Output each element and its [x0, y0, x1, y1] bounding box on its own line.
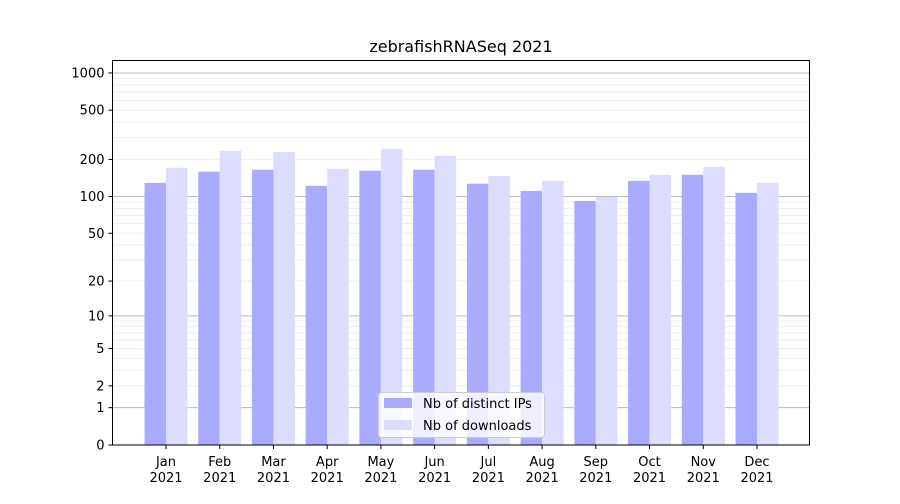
x-tick-label: Jun 2021: [418, 455, 451, 486]
bar-distinct-ips: [681, 174, 704, 445]
bar-downloads: [327, 168, 349, 445]
x-tick-label: Nov 2021: [687, 455, 720, 486]
plot-frame: [112, 60, 810, 446]
bar-distinct-ips: [144, 182, 166, 445]
bar-distinct-ips: [251, 169, 274, 445]
bar-distinct-ips: [305, 185, 328, 446]
legend-swatch: [384, 398, 412, 408]
bar-downloads: [595, 197, 618, 445]
y-tick-label: 0: [96, 439, 104, 454]
bar-distinct-ips: [574, 200, 596, 445]
bar-downloads: [488, 175, 510, 445]
bars: [144, 148, 779, 446]
y-tick-label: 20: [88, 275, 105, 290]
bar-downloads: [757, 182, 779, 445]
x-tick-label: Sep 2021: [579, 455, 612, 486]
y-tick-label: 200: [80, 153, 105, 168]
chart-title: zebrafishRNASeq 2021: [369, 37, 552, 56]
bar-downloads: [166, 167, 188, 445]
x-tick-label: Feb 2021: [203, 455, 236, 486]
bar-downloads: [380, 148, 403, 445]
x-tick-label: Apr 2021: [311, 455, 344, 486]
y-tick-label: 2: [96, 379, 104, 394]
y-tick-label: 500: [80, 104, 105, 119]
x-tick-label: Oct 2021: [633, 455, 666, 486]
bar-distinct-ips: [198, 171, 220, 445]
bar-distinct-ips: [520, 190, 543, 445]
x-tick-label: Jul 2021: [472, 455, 505, 486]
legend-box: [378, 392, 545, 438]
bar-downloads: [219, 150, 242, 445]
legend: Nb of distinct IPs Nb of downloads: [378, 392, 545, 438]
x-axis: Jan 2021 Feb 2021 Mar 2021 Apr 2021 May 2021 Jun 20…: [149, 445, 774, 486]
y-axis: 0 1 2 5 10 20 50 100 200 500 1000: [71, 66, 113, 454]
bar-downloads: [649, 174, 672, 445]
bar-downloads: [273, 151, 295, 445]
bar-distinct-ips: [413, 169, 435, 445]
x-tick-label: May 2021: [364, 455, 397, 486]
legend-swatch: [384, 420, 412, 430]
x-tick-label: Jan 2021: [149, 455, 182, 486]
y-tick-label: 1000: [71, 66, 104, 81]
y-tick-label: 50: [88, 227, 105, 242]
bar-distinct-ips: [735, 192, 757, 445]
x-tick-label: Dec 2021: [740, 455, 773, 486]
x-tick-label: Mar 2021: [257, 455, 290, 486]
bar-downloads: [434, 155, 457, 445]
bar-distinct-ips: [466, 183, 489, 445]
x-tick-label: Aug 2021: [526, 455, 559, 486]
bar-downloads: [703, 166, 725, 445]
bar-downloads: [542, 180, 564, 445]
y-tick-label: 100: [80, 190, 105, 205]
y-tick-label: 1: [96, 401, 104, 416]
y-tick-label: 5: [96, 342, 104, 357]
legend-label: Nb of downloads: [423, 419, 532, 434]
legend-label: Nb of distinct IPs: [423, 397, 532, 412]
bar-distinct-ips: [359, 170, 381, 446]
y-tick-label: 10: [88, 309, 105, 324]
bar-distinct-ips: [628, 180, 650, 445]
